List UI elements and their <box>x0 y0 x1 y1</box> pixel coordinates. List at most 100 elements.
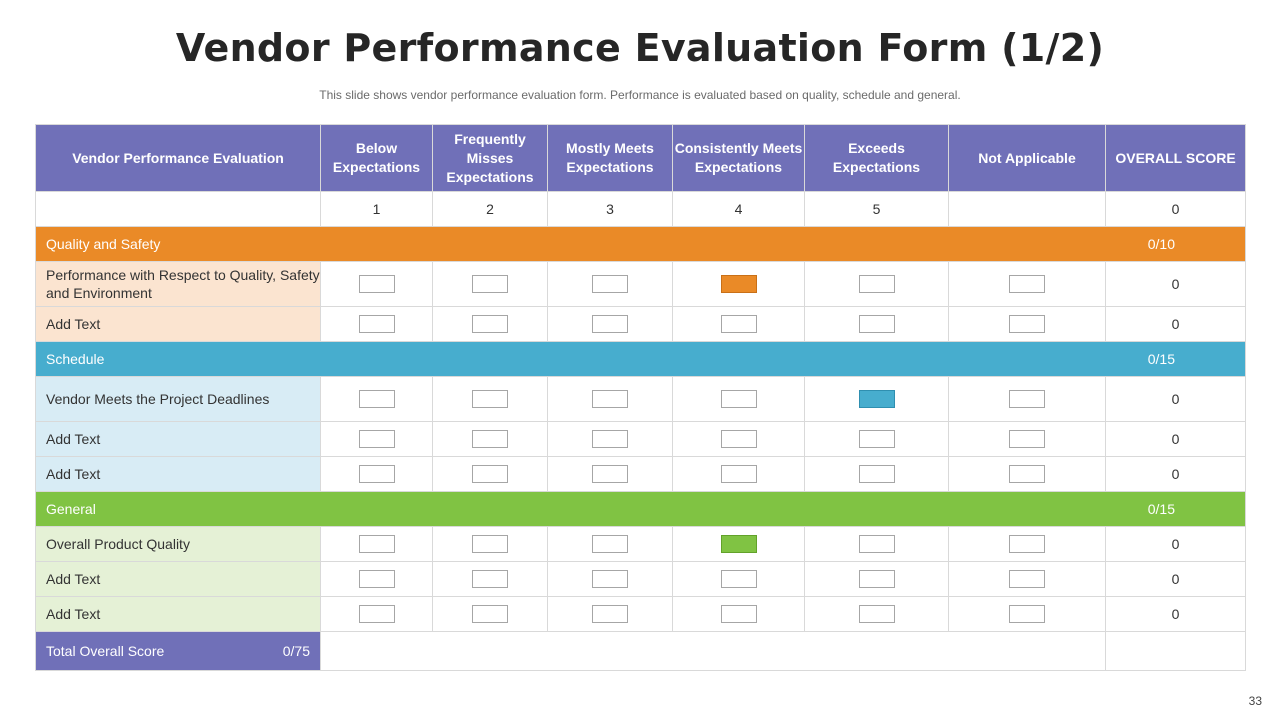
table-row: Add Text 0 <box>35 561 1246 597</box>
section-header-cell: Quality and Safety 0/10 <box>35 226 1246 262</box>
scale-value: 3 <box>547 191 673 227</box>
section-row-quality-and-safety: Quality and Safety 0/10 <box>35 226 1246 262</box>
header-overall-score: OVERALL SCORE <box>1105 124 1246 192</box>
rating-checkbox[interactable] <box>720 570 757 589</box>
rating-checkbox-selected[interactable] <box>858 390 895 409</box>
scale-value: 1 <box>320 191 433 227</box>
rating-checkbox[interactable] <box>592 430 628 449</box>
rating-checkbox[interactable] <box>1009 430 1045 449</box>
rating-cell <box>432 561 548 597</box>
section-label: General <box>46 501 96 517</box>
rating-cell <box>672 456 805 492</box>
rating-checkbox[interactable] <box>1009 315 1045 334</box>
rating-checkbox[interactable] <box>1009 465 1045 484</box>
scale-value: 2 <box>432 191 548 227</box>
section-header-cell: General 0/15 <box>35 491 1246 527</box>
rating-checkbox-selected[interactable] <box>720 275 757 294</box>
rating-checkbox[interactable] <box>1009 535 1045 554</box>
scale-value: 5 <box>804 191 949 227</box>
rating-cell <box>547 306 673 342</box>
rating-cell <box>547 456 673 492</box>
rating-cell <box>320 306 433 342</box>
rating-cell <box>672 596 805 632</box>
rating-checkbox[interactable] <box>358 570 395 589</box>
row-overall-score: 0 <box>1105 376 1246 422</box>
rating-checkbox[interactable] <box>1009 605 1045 624</box>
rating-checkbox[interactable] <box>720 390 757 409</box>
rating-cell <box>804 456 949 492</box>
rating-checkbox[interactable] <box>858 430 895 449</box>
rating-checkbox[interactable] <box>358 275 395 294</box>
rating-checkbox[interactable] <box>472 535 508 554</box>
table-row: Add Text 0 <box>35 456 1246 492</box>
rating-cell <box>547 561 673 597</box>
rating-checkbox[interactable] <box>358 315 395 334</box>
rating-checkbox[interactable] <box>472 430 508 449</box>
table-row: Add Text 0 <box>35 596 1246 632</box>
rating-checkbox[interactable] <box>592 275 628 294</box>
section-row-general: General 0/15 <box>35 491 1246 527</box>
rating-checkbox[interactable] <box>358 390 395 409</box>
rating-cell <box>804 261 949 307</box>
row-overall-score: 0 <box>1105 596 1246 632</box>
rating-cell <box>804 306 949 342</box>
rating-checkbox[interactable] <box>592 570 628 589</box>
rating-cell <box>432 526 548 562</box>
rating-cell <box>547 376 673 422</box>
rating-checkbox[interactable] <box>858 465 895 484</box>
rating-checkbox[interactable] <box>720 315 757 334</box>
rating-checkbox[interactable] <box>472 390 508 409</box>
header-not-applicable: Not Applicable <box>948 124 1106 192</box>
header-exceeds: Exceeds Expectations <box>804 124 949 192</box>
page-number: 33 <box>1248 694 1262 708</box>
rating-checkbox[interactable] <box>592 390 628 409</box>
rating-checkbox[interactable] <box>472 605 508 624</box>
rating-checkbox[interactable] <box>472 315 508 334</box>
scale-overall-value: 0 <box>1105 191 1246 227</box>
rating-checkbox[interactable] <box>858 275 895 294</box>
slide-subtitle: This slide shows vendor performance eval… <box>319 88 961 102</box>
table-row: Performance with Respect to Quality, Saf… <box>35 261 1246 307</box>
rating-cell <box>804 596 949 632</box>
rating-cell <box>672 261 805 307</box>
rating-checkbox[interactable] <box>858 315 895 334</box>
rating-checkbox[interactable] <box>472 570 508 589</box>
rating-checkbox[interactable] <box>858 535 895 554</box>
rating-checkbox[interactable] <box>1009 570 1045 589</box>
rating-checkbox[interactable] <box>858 605 895 624</box>
rating-checkbox[interactable] <box>720 430 757 449</box>
rating-checkbox[interactable] <box>1009 390 1045 409</box>
criteria-label: Overall Product Quality <box>35 526 321 562</box>
rating-checkbox[interactable] <box>1009 275 1045 294</box>
rating-checkbox[interactable] <box>720 465 757 484</box>
scale-value: 4 <box>672 191 805 227</box>
rating-checkbox[interactable] <box>592 605 628 624</box>
rating-checkbox[interactable] <box>592 535 628 554</box>
rating-cell <box>432 376 548 422</box>
rating-checkbox[interactable] <box>592 465 628 484</box>
rating-checkbox[interactable] <box>358 465 395 484</box>
scale-empty-cell <box>35 191 321 227</box>
rating-checkbox[interactable] <box>358 430 395 449</box>
rating-cell <box>320 421 433 457</box>
rating-checkbox[interactable] <box>358 605 395 624</box>
rating-checkbox[interactable] <box>592 315 628 334</box>
slide-title: Vendor Performance Evaluation Form (1/2) <box>175 26 1105 70</box>
rating-checkbox[interactable] <box>720 605 757 624</box>
total-score-value: 0/75 <box>282 643 310 659</box>
rating-checkbox[interactable] <box>858 570 895 589</box>
rating-cell <box>672 561 805 597</box>
rating-checkbox[interactable] <box>358 535 395 554</box>
rating-cell <box>320 261 433 307</box>
rating-cell <box>320 596 433 632</box>
rating-checkbox[interactable] <box>472 275 508 294</box>
rating-cell <box>948 261 1106 307</box>
rating-checkbox-selected[interactable] <box>720 535 757 554</box>
row-overall-score: 0 <box>1105 421 1246 457</box>
table-row: Overall Product Quality 0 <box>35 526 1246 562</box>
section-label: Quality and Safety <box>46 236 161 252</box>
section-score: 0/15 <box>1147 351 1175 367</box>
rating-checkbox[interactable] <box>472 465 508 484</box>
rating-cell <box>948 421 1106 457</box>
scale-value <box>948 191 1106 227</box>
